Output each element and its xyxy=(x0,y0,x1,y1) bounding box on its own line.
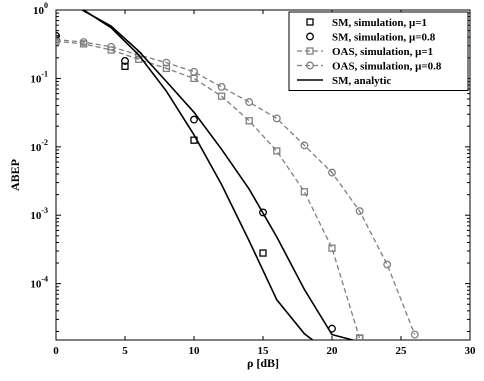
data-point xyxy=(383,260,392,269)
legend-marker xyxy=(306,32,314,41)
x-tick-label: 25 xyxy=(396,345,408,357)
data-point xyxy=(259,249,267,257)
series-5 xyxy=(83,10,314,340)
data-point xyxy=(245,117,253,125)
x-axis-title: ρ [dB] xyxy=(247,356,279,370)
y-tick-label: 10-4 xyxy=(30,275,48,291)
legend-label: SM, analytic xyxy=(332,75,391,87)
data-point xyxy=(121,62,129,71)
data-point xyxy=(162,58,171,67)
data-point xyxy=(107,42,116,51)
x-tick-label: 0 xyxy=(53,345,59,357)
data-point xyxy=(259,208,267,217)
y-tick-label: 10-2 xyxy=(30,138,48,154)
legend-label: OAS, simulation, μ=0.8 xyxy=(332,61,442,73)
legend-label: SM, simulation, μ=1 xyxy=(332,17,427,29)
axis-layer: 0 5 10 15 20 25 30 100 10-1 10-2 10-3 10-4 xyxy=(30,1,476,357)
data-point xyxy=(79,38,88,47)
data-point xyxy=(107,46,115,54)
y-tick-label: 10-3 xyxy=(30,206,48,222)
data-point xyxy=(217,83,226,91)
series-line xyxy=(56,40,361,339)
x-tick-label: 5 xyxy=(122,345,128,357)
data-point xyxy=(190,67,198,76)
data-point xyxy=(272,114,281,123)
data-point xyxy=(273,147,281,155)
data-point xyxy=(300,188,309,196)
legend-marker xyxy=(306,18,314,26)
data-point xyxy=(355,334,364,340)
legend-label: SM, simulation, μ=0.8 xyxy=(332,32,436,44)
series-line xyxy=(83,10,314,340)
data-point xyxy=(328,244,336,252)
data-point xyxy=(410,330,419,339)
legend-marker xyxy=(306,61,314,70)
legend-marker xyxy=(306,47,314,55)
legend-label: OAS, simulation, μ=1 xyxy=(332,46,433,58)
data-point xyxy=(245,98,254,107)
series-line xyxy=(56,38,416,335)
series-line xyxy=(81,10,353,340)
data-point xyxy=(217,92,226,100)
data-point xyxy=(355,207,364,216)
data-point xyxy=(300,141,309,150)
legend: SM, simulation, μ=1 SM, simulation, μ=0.8… xyxy=(288,11,469,91)
x-tick-label: 30 xyxy=(465,345,477,357)
x-tick-label: 20 xyxy=(327,345,339,357)
series-6 xyxy=(81,10,353,340)
series-4 xyxy=(56,35,419,339)
x-tick-label: 15 xyxy=(258,345,270,357)
y-tick-label: 10-1 xyxy=(30,69,48,85)
series-layer xyxy=(56,10,419,340)
data-point xyxy=(121,56,129,65)
data-point xyxy=(328,168,336,177)
legend-box xyxy=(288,11,469,91)
data-point xyxy=(56,35,60,44)
data-point xyxy=(56,31,60,40)
x-tick-label: 10 xyxy=(189,345,201,357)
y-axis-title: ABEP xyxy=(8,159,22,191)
y-tick-label: 100 xyxy=(33,1,48,17)
data-point xyxy=(190,115,198,124)
